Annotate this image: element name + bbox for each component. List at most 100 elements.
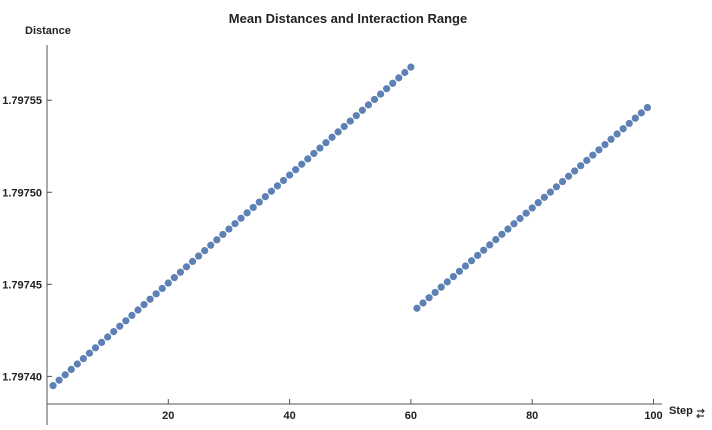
data-point [334, 128, 342, 136]
y-ticks: 1.79740 1.79745 1.79750 1.79755 [2, 95, 52, 383]
data-point [401, 68, 409, 77]
x-tick-label: 60 [405, 410, 417, 422]
data-point [225, 225, 233, 233]
data-point [413, 304, 421, 312]
data-point [564, 172, 573, 180]
data-points [49, 63, 652, 390]
data-point [243, 209, 251, 217]
swap-arrows-icon[interactable] [696, 408, 705, 419]
data-point [213, 236, 221, 244]
data-point [182, 263, 191, 271]
data-point [370, 95, 379, 104]
x-tick-label: 40 [283, 410, 295, 422]
data-point [358, 106, 366, 114]
data-point [219, 230, 227, 239]
data-point [364, 101, 373, 109]
data-point [152, 290, 160, 298]
data-point [97, 338, 106, 347]
y-axis-label: Distance [25, 25, 71, 37]
data-point [231, 220, 239, 228]
data-point [352, 112, 360, 120]
x-ticks: 20 40 60 80 100 [162, 399, 663, 422]
data-point [91, 344, 100, 352]
data-point [73, 360, 81, 368]
y-tick-label: 1.79755 [2, 95, 42, 107]
data-point [425, 294, 433, 302]
y-tick-label: 1.79740 [2, 371, 42, 383]
data-point [79, 354, 87, 363]
data-point [504, 225, 512, 233]
data-point [558, 177, 567, 186]
data-point [540, 193, 548, 201]
data-point [516, 214, 524, 223]
data-point [201, 247, 209, 255]
data-point [376, 90, 385, 98]
data-point [589, 151, 597, 159]
data-point [255, 198, 263, 206]
data-point [55, 376, 63, 384]
data-point [383, 85, 391, 93]
data-point [449, 272, 457, 281]
data-point [474, 251, 482, 260]
data-point [207, 241, 215, 249]
data-point [583, 156, 591, 165]
x-tick-label: 20 [162, 410, 174, 422]
data-point [316, 144, 324, 152]
data-point [631, 114, 639, 122]
data-point [395, 74, 403, 82]
data-point [613, 130, 621, 138]
data-point [116, 322, 124, 330]
data-point [340, 122, 348, 131]
data-point [67, 365, 75, 373]
data-point [431, 288, 439, 297]
data-point [637, 109, 645, 117]
data-point [528, 204, 536, 212]
data-point [492, 236, 500, 244]
data-point [170, 274, 178, 282]
data-point [158, 284, 166, 293]
data-point [85, 349, 94, 357]
y-tick-label: 1.79750 [2, 187, 42, 199]
data-point [455, 267, 464, 275]
data-point [607, 135, 615, 143]
data-point [110, 328, 118, 336]
x-axis-label: Step [669, 405, 693, 417]
x-tick-label: 80 [526, 410, 538, 422]
data-point [176, 268, 185, 276]
data-point [49, 381, 57, 390]
data-point [304, 155, 312, 163]
data-point [522, 209, 530, 217]
data-point [534, 199, 542, 207]
data-point [286, 171, 294, 179]
data-point [104, 333, 112, 341]
data-point [601, 140, 609, 149]
data-point [486, 241, 494, 249]
data-point [577, 162, 585, 170]
data-point [298, 160, 306, 168]
data-point [279, 176, 288, 185]
y-tick-label: 1.79745 [2, 279, 42, 291]
data-point [164, 279, 172, 287]
data-point [619, 125, 627, 133]
data-point [261, 193, 269, 201]
data-point [480, 246, 488, 254]
data-point [322, 139, 330, 147]
data-point [346, 117, 354, 125]
data-point [328, 133, 336, 141]
data-point [461, 262, 470, 270]
data-point [498, 230, 506, 238]
data-point [188, 257, 197, 266]
data-point [134, 306, 142, 314]
data-point [128, 311, 136, 320]
data-point [467, 257, 476, 265]
data-point [437, 283, 445, 291]
data-point [552, 183, 561, 191]
data-point [310, 149, 318, 158]
data-point [292, 166, 300, 174]
data-point [122, 317, 130, 325]
data-point [407, 63, 415, 71]
x-tick-label: 100 [644, 410, 662, 422]
data-point [546, 188, 554, 196]
chart-title: Mean Distances and Interaction Range [229, 11, 467, 26]
